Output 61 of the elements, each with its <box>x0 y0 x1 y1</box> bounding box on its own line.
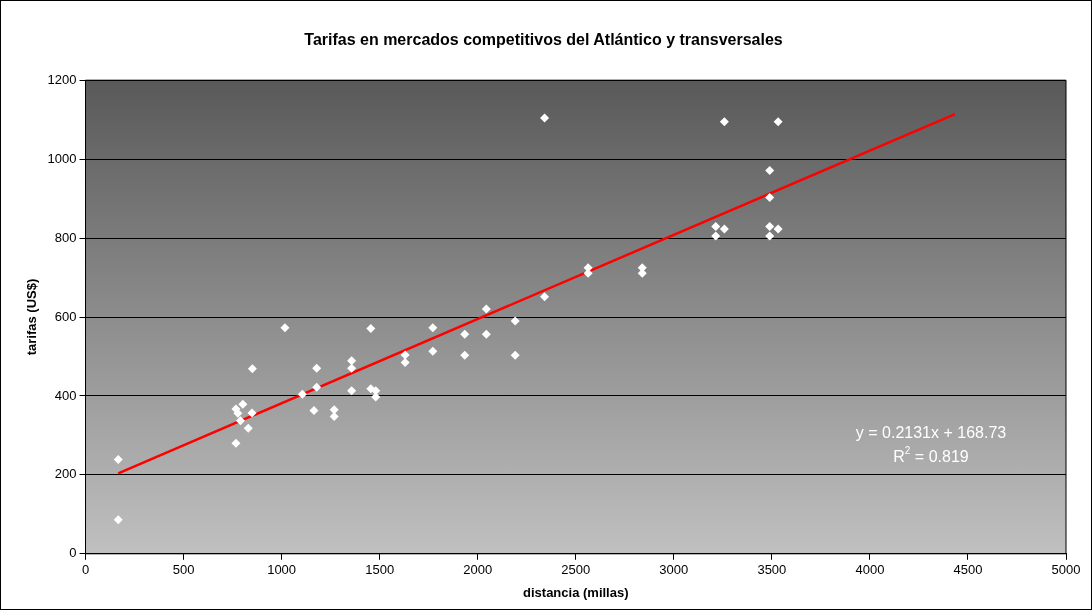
point <box>312 382 322 392</box>
point <box>297 389 307 399</box>
x-tick-label: 500 <box>172 562 195 578</box>
point <box>765 192 775 202</box>
y-tick-label: 800 <box>54 229 77 245</box>
point <box>243 423 253 433</box>
chart-title: Tarifas en mercados competitivos del Atlántico y transversales <box>304 31 783 49</box>
point <box>773 117 783 127</box>
point <box>510 350 520 360</box>
x-tick-label: 3500 <box>757 562 787 578</box>
point <box>238 399 248 409</box>
x-tick-label: 2500 <box>561 562 591 578</box>
y-tick-label: 1200 <box>47 71 77 87</box>
x-tick-label: 1500 <box>365 562 395 578</box>
y-tick-label: 1000 <box>47 150 77 166</box>
x-tick-label: 1000 <box>267 562 297 578</box>
point <box>312 363 322 373</box>
y-tick-label: 0 <box>69 545 77 561</box>
point <box>719 224 729 234</box>
point <box>460 350 470 360</box>
point <box>247 364 257 374</box>
point <box>765 166 775 176</box>
x-tick-label: 0 <box>81 562 90 578</box>
y-tick-label: 200 <box>54 466 77 482</box>
x-tick-label: 3000 <box>659 562 689 578</box>
x-tick-label: 4000 <box>855 562 885 578</box>
point <box>347 356 357 366</box>
point <box>711 231 721 241</box>
point <box>113 515 123 525</box>
point <box>113 454 123 464</box>
point <box>765 231 775 241</box>
point <box>428 346 438 356</box>
x-tick-label: 4500 <box>953 562 983 578</box>
x-tick-label: 2000 <box>463 562 493 578</box>
point <box>309 406 319 416</box>
point <box>773 224 783 234</box>
point <box>711 222 721 232</box>
point <box>235 416 245 426</box>
point <box>481 329 491 339</box>
point <box>366 323 376 333</box>
point <box>400 350 410 360</box>
annotation: y = 0.2131x + 168.73 <box>855 424 1007 442</box>
point <box>247 408 257 418</box>
x-tick-label: 5000 <box>1051 562 1081 578</box>
y-axis-title: tarifas (US$) <box>24 278 40 356</box>
point <box>231 438 241 448</box>
point <box>540 113 550 123</box>
point <box>510 316 520 326</box>
point <box>460 329 470 339</box>
point <box>481 304 491 314</box>
point <box>347 386 357 396</box>
y-tick-label: 400 <box>54 387 77 403</box>
point <box>428 323 438 333</box>
point <box>765 222 775 232</box>
point <box>540 292 550 302</box>
point <box>719 117 729 127</box>
point <box>280 323 290 333</box>
x-axis-title: distancia (millas) <box>523 584 629 600</box>
y-tick-label: 600 <box>54 308 77 324</box>
point <box>347 363 357 373</box>
point <box>400 357 410 367</box>
